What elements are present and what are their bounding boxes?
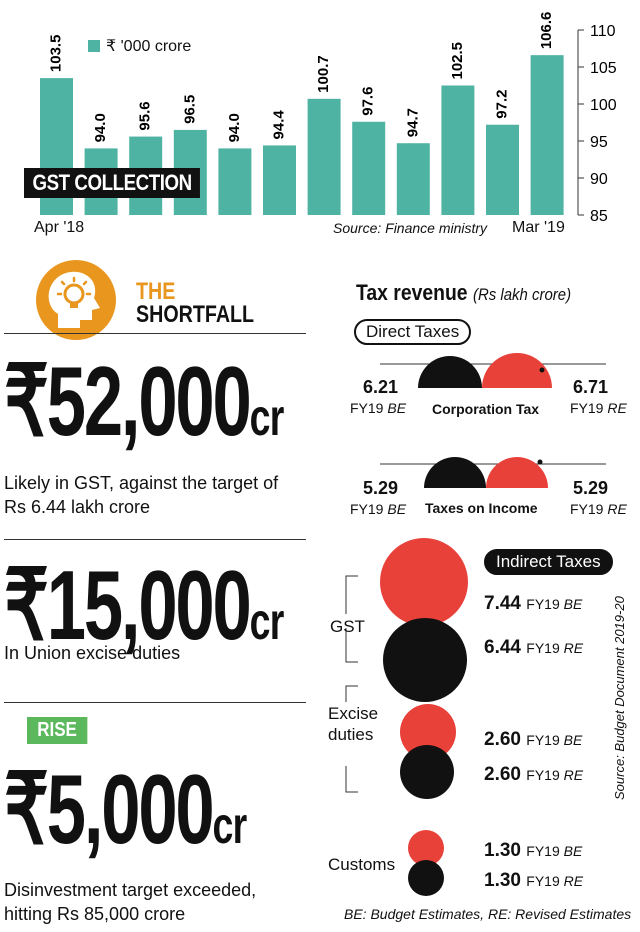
amount-unit: cr — [249, 593, 285, 651]
x-end-label: Mar '19 — [512, 219, 565, 236]
bar-aug-2018 — [218, 148, 252, 215]
gst-re-value: 6.44 FY19 RE — [484, 637, 584, 658]
bar-value-label: 97.2 — [493, 90, 510, 119]
y-tick-label: 110 — [590, 23, 616, 40]
shortfall-excise-amount: ₹15,000cr — [4, 556, 284, 654]
excise-be-value: 2.60 FY19 BE — [484, 729, 583, 750]
bar-value-label: 94.4 — [270, 110, 287, 140]
chart-source: Source: Finance ministry — [333, 220, 488, 236]
bar-feb-2019 — [486, 124, 519, 215]
bar-nov-2018 — [352, 121, 386, 215]
desc-line: Likely in GST, against the target of — [4, 473, 279, 493]
amount-value: ₹52,000 — [4, 346, 252, 456]
bar-dec-2018 — [396, 143, 430, 215]
title-unit: (Rs lakh crore) — [472, 285, 572, 304]
bar-value-label: 95.6 — [137, 101, 154, 130]
shortfall-excise-desc: In Union excise duties — [4, 641, 180, 665]
desc-line: hitting Rs 85,000 crore — [4, 904, 186, 924]
be-label: FY19 BE — [350, 400, 407, 416]
desc-line: Disinvestment target exceeded, — [4, 880, 257, 900]
shortfall-gst-desc: Likely in GST, against the target of Rs … — [4, 471, 278, 519]
bar-value-label: 102.5 — [449, 42, 466, 80]
re-label: FY19 RE — [570, 501, 627, 517]
customs-re-value: 1.30 FY19 RE — [484, 870, 584, 891]
bar-value-label: 94.7 — [404, 108, 421, 137]
be-label: FY19 BE — [350, 501, 407, 517]
y-tick-label: 100 — [590, 97, 617, 114]
y-tick-label: 85 — [590, 208, 608, 225]
divider — [4, 702, 306, 703]
excise-re-value: 2.60 FY19 RE — [484, 764, 584, 785]
customs-label: Customs — [328, 855, 396, 874]
chart-title-badge: GST COLLECTION — [24, 168, 201, 198]
legend-label: ₹ '000 crore — [106, 38, 192, 55]
amount-value: ₹5,000 — [4, 754, 215, 864]
bar-value-label: 94.0 — [92, 113, 109, 142]
rise-desc: Disinvestment target exceeded, hitting R… — [4, 878, 256, 926]
rise-amount: ₹5,000cr — [4, 760, 248, 858]
y-tick-label: 95 — [590, 134, 608, 151]
divider — [4, 539, 306, 540]
shortfall-gst-amount: ₹52,000cr — [4, 352, 284, 450]
tax-revenue-title: Tax revenue (Rs lakh crore) — [356, 280, 571, 306]
bar-sep-2018 — [263, 145, 296, 215]
bar-value-label: 94.0 — [226, 113, 243, 142]
vertical-source: Source: Budget Document 2019-20 — [612, 596, 627, 800]
bar-value-label: 97.6 — [360, 87, 377, 116]
desc-line: Rs 6.44 lakh crore — [4, 497, 151, 517]
y-tick-label: 90 — [590, 171, 608, 188]
bar-value-label: 106.6 — [538, 12, 555, 50]
income-tax-be-value: 5.29 — [363, 478, 399, 498]
direct-taxes-pill: Direct Taxes — [354, 319, 472, 345]
y-tick-label: 105 — [590, 60, 617, 77]
chart-legend: ₹ '000 crore — [88, 36, 191, 56]
amount-value: ₹15,000 — [4, 550, 252, 660]
desc-line: In Union excise duties — [4, 643, 181, 663]
amount-unit: cr — [212, 797, 248, 855]
gst-be-value: 7.44 FY19 BE — [484, 593, 583, 614]
bar-value-label: 103.5 — [47, 35, 64, 73]
bar-mar-2019 — [530, 55, 564, 215]
shortfall-heading-line2: SHORTFALL — [136, 301, 255, 328]
customs-be-value: 1.30 FY19 BE — [484, 840, 583, 861]
corporation-tax-semicircles — [380, 353, 606, 388]
income-tax-label: Taxes on Income — [425, 500, 538, 516]
shortfall-heading-line1: THE — [136, 278, 176, 305]
lightbulb-head-icon — [36, 260, 116, 340]
bar-value-label: 96.5 — [181, 95, 198, 124]
bar-oct-2018 — [307, 98, 341, 215]
rise-badge: RISE — [27, 717, 88, 744]
income-tax-semicircles — [380, 457, 606, 488]
gst-label: GST — [330, 617, 365, 636]
bar-value-label: 100.7 — [315, 55, 332, 93]
re-label: FY19 RE — [570, 400, 627, 416]
title-text: Tax revenue — [356, 280, 468, 305]
indirect-tax-circles — [345, 538, 468, 896]
divider — [4, 333, 306, 334]
amount-unit: cr — [249, 389, 285, 447]
corporation-tax-be-value: 6.21 — [363, 377, 399, 397]
excise-label: Excise duties — [328, 704, 379, 744]
x-start-label: Apr '18 — [34, 219, 85, 236]
income-tax-re-value: 5.29 — [573, 478, 609, 498]
legend-swatch — [88, 40, 100, 52]
corporation-tax-label: Corporation Tax — [432, 401, 540, 417]
bar-jan-2019 — [441, 85, 475, 215]
corporation-tax-re-value: 6.71 — [573, 377, 609, 397]
footnote: BE: Budget Estimates, RE: Revised Estima… — [344, 906, 632, 922]
indirect-taxes-pill: Indirect Taxes — [484, 549, 613, 575]
